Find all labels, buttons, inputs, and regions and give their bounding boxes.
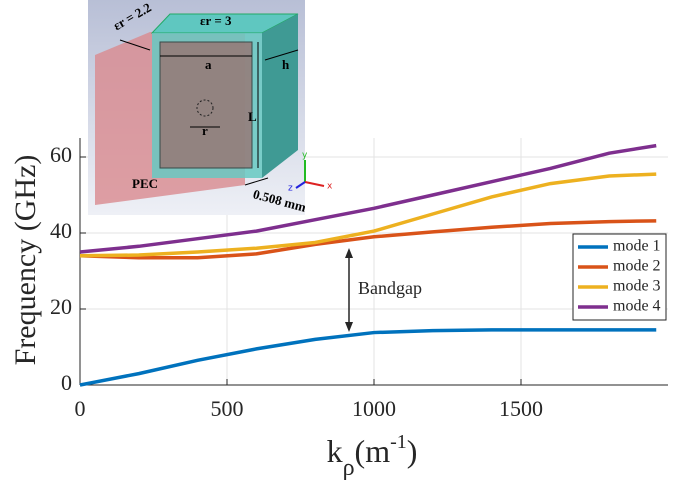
legend-label: mode 3: [613, 278, 661, 295]
legend-label: mode 1: [613, 238, 661, 255]
x-tick-label: 0: [75, 396, 86, 421]
y-tick-label: 40: [50, 218, 72, 243]
inset-label: PEC: [132, 176, 158, 191]
x-tick-label: 1500: [499, 396, 543, 421]
inset-label: a: [205, 57, 212, 72]
axis-label: z: [288, 184, 293, 194]
x-label-sup: -1: [390, 431, 407, 453]
x-axis-label: kρ(m-1): [327, 431, 418, 481]
inset-label: L: [248, 109, 257, 124]
legend: mode 1 mode 2 mode 3 mode 4: [573, 234, 666, 320]
chart: 0204060050010001500mode 1mode 2mode 3mod…: [0, 0, 678, 483]
y-axis-label: Frequency (GHz): [9, 155, 42, 366]
x-label-sub: ρ: [343, 455, 355, 481]
axis-label: x: [327, 182, 333, 192]
inset-label: εr = 3: [200, 13, 232, 28]
axis-label: y: [302, 151, 308, 161]
y-tick-label: 60: [50, 142, 72, 167]
y-tick-label: 0: [61, 370, 72, 395]
inset-label: r: [202, 123, 208, 138]
x-tick-label: 1000: [352, 396, 396, 421]
y-tick-label: 20: [50, 294, 72, 319]
bandgap-arrow: [345, 248, 353, 332]
legend-label: mode 2: [613, 258, 661, 275]
box-side: [262, 14, 298, 178]
inset-label: h: [282, 57, 290, 72]
series-line: [80, 330, 656, 385]
x-label-unit: (m: [355, 433, 391, 469]
x-label-base: k: [327, 433, 343, 469]
legend-label: mode 4: [613, 298, 661, 315]
inset: εr = 2.2 εr = 3 a h L r PEC 0.508 mm y z…: [88, 0, 333, 215]
axis-x: [305, 182, 324, 186]
x-label-close: ): [407, 433, 418, 469]
x-tick-label: 500: [211, 396, 244, 421]
annotation: Bandgap: [358, 278, 422, 298]
